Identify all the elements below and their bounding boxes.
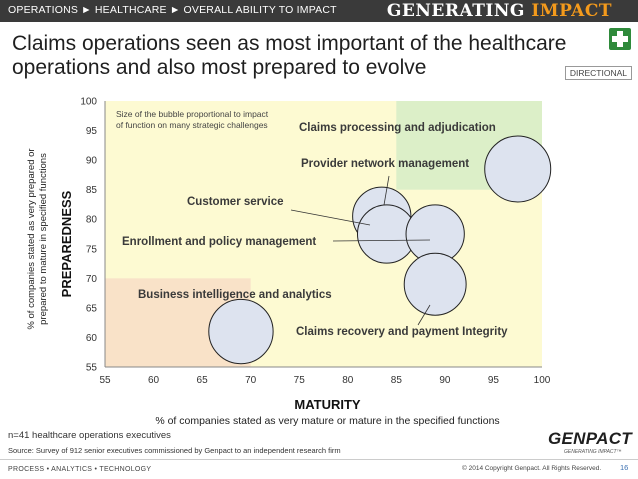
x-axis-subtitle: % of companies stated as very mature or …	[155, 415, 499, 427]
chart-annotation-1: Size of the bubble proportional to impac…	[116, 109, 269, 119]
page-number: 16	[620, 463, 629, 472]
x-axis-title: MATURITY	[294, 397, 361, 412]
x-tick-label: 60	[148, 375, 160, 386]
y-axis-subtitle-1: % of companies stated as very prepared o…	[26, 148, 37, 329]
copyright: © 2014 Copyright Genpact. All Rights Res…	[462, 465, 602, 472]
x-tick-label: 75	[294, 375, 306, 386]
directional-badge: DIRECTIONAL	[564, 66, 632, 80]
top-bar: OPERATIONS ► HEALTHCARE ► OVERALL ABILIT…	[0, 0, 638, 22]
title-line-1: Claims operations seen as most important…	[12, 32, 567, 55]
bubble-label: Claims processing and adjudication	[299, 122, 496, 134]
genpact-logo: GENPACT	[548, 429, 632, 448]
leader-line	[383, 175, 390, 206]
leader-line	[290, 209, 371, 226]
bubble	[403, 252, 467, 316]
leader-line	[417, 304, 431, 326]
y-axis-title: PREPAREDNESS	[59, 190, 74, 297]
brand-word-1: GENERATING	[386, 1, 525, 21]
bubble	[208, 298, 274, 365]
genpact-tagline: GENERATING IMPACT™	[564, 449, 622, 455]
y-axis-subtitle-2: prepared to mature in specified function…	[38, 153, 49, 325]
x-tick-label: 90	[439, 375, 451, 386]
x-tick-label: 100	[534, 375, 551, 386]
sample-note: n=41 healthcare operations executives	[8, 430, 171, 441]
healthcare-cross-icon	[609, 28, 631, 50]
x-tick-label: 95	[488, 375, 500, 386]
bubble-label: Claims recovery and payment Integrity	[296, 326, 508, 338]
y-tick-label: 65	[86, 303, 98, 314]
brand-logo: GENERATING IMPACT	[387, 1, 612, 21]
y-tick-label: 100	[80, 97, 97, 108]
x-tick-label: 65	[197, 375, 209, 386]
y-tick-label: 70	[86, 274, 98, 285]
footer-bar	[0, 459, 638, 479]
y-tick-label: 75	[86, 244, 98, 255]
slide-title: Claims operations seen as most important…	[12, 32, 572, 80]
chart-annotation-2: of function on many strategic challenges	[116, 120, 268, 130]
y-tick-label: 60	[86, 333, 98, 344]
x-tick-label: 55	[99, 375, 111, 386]
x-tick-label: 70	[245, 375, 257, 386]
bubble-label: Enrollment and policy management	[122, 236, 316, 248]
bubble-label: Customer service	[187, 196, 284, 208]
leader-line	[332, 239, 431, 242]
source-note: Source: Survey of 912 senior executives …	[8, 446, 341, 455]
y-tick-label: 95	[86, 126, 98, 137]
y-tick-label: 80	[86, 215, 98, 226]
y-tick-label: 90	[86, 156, 98, 167]
bubble-label: Business intelligence and analytics	[138, 289, 332, 301]
bubble-label: Provider network management	[301, 158, 469, 170]
y-tick-label: 55	[86, 363, 98, 374]
breadcrumb: OPERATIONS ► HEALTHCARE ► OVERALL ABILIT…	[8, 4, 337, 16]
x-tick-label: 80	[342, 375, 354, 386]
y-tick-label: 85	[86, 185, 98, 196]
footer-tagline: PROCESS • ANALYTICS • TECHNOLOGY	[8, 466, 152, 473]
x-tick-label: 85	[391, 375, 403, 386]
title-line-2: operations and also most prepared to evo…	[12, 56, 427, 79]
brand-word-2: IMPACT	[531, 1, 612, 21]
bubble-chart: 55 60 65 70 75 80 85 90 95 100 55 60 65 70 75 80 85 90 95 1…	[26, 97, 552, 427]
bubble	[484, 135, 552, 203]
